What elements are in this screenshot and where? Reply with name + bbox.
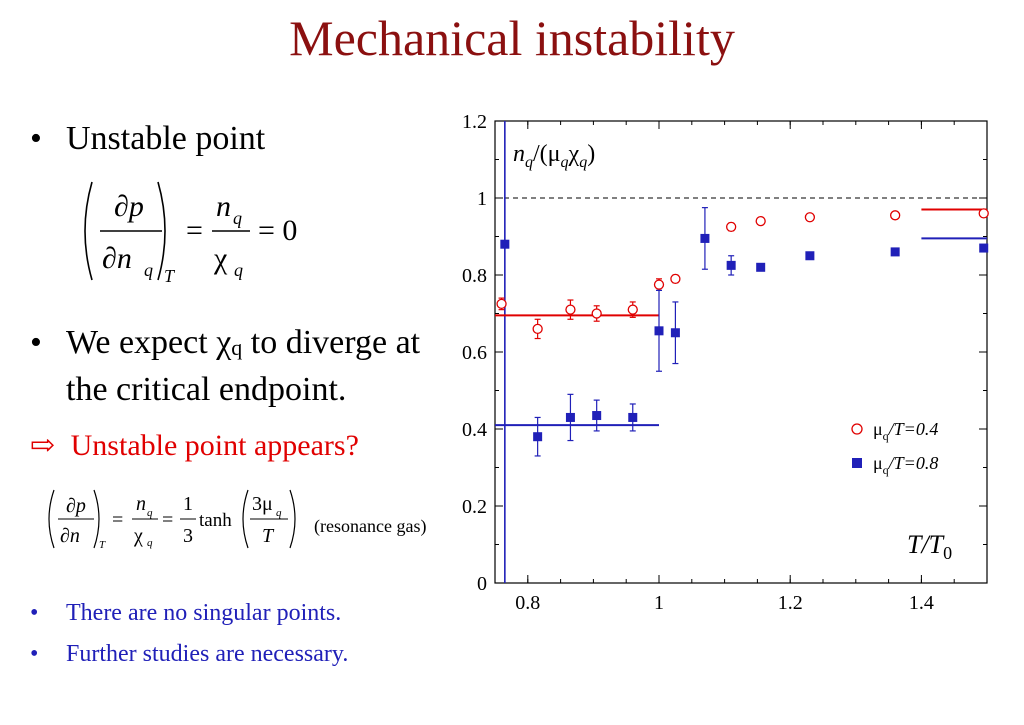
formula2-third-num: 1 [183, 493, 193, 515]
formula2-tanh: tanh [199, 510, 232, 531]
legend-label: μq/T=0.8 [873, 453, 938, 477]
expect-line2: the critical endpoint. [66, 371, 347, 408]
data-point-square [670, 328, 680, 338]
further-text: Further studies are necessary. [66, 641, 349, 667]
data-point-circle [978, 208, 989, 219]
formula-resonance-gas: ∂p ∂n T = n q χ q = 1 3 tanh 3μ q T [48, 489, 296, 551]
bullet-dot: • [30, 324, 42, 361]
no-singular-text: There are no singular points. [66, 600, 342, 626]
formula2-equals: = [112, 509, 123, 531]
expect-post: to diverge at [242, 324, 421, 361]
formula2-f1-den-sub: q [147, 537, 153, 549]
legend-label: μq/T=0.4 [873, 419, 938, 443]
legend-marker-circle [851, 423, 863, 435]
formula1-rhs-numerator-sub: q [233, 208, 242, 228]
formula2-arg-den: T [262, 525, 275, 547]
formula1-equals: = [186, 214, 203, 247]
expect-q: q [231, 335, 243, 360]
left-paren [48, 489, 55, 549]
expect-pre: We expect [66, 324, 217, 361]
data-point-circle [670, 273, 681, 285]
formula1-denominator-sub: q [144, 260, 153, 280]
bullet-dot: • [30, 600, 39, 626]
formula2-f1-den: χ [133, 525, 143, 547]
formula-unstable-point: ∂p ∂n q T = n q χ q = 0 [84, 181, 297, 286]
data-point-circle [565, 304, 576, 315]
data-point-circle [653, 279, 665, 290]
data-point-square [654, 326, 664, 336]
bullet-dot: • [30, 120, 42, 157]
y-tick-label: 1 [477, 188, 487, 210]
x-tick-label: 1 [654, 592, 664, 614]
x-axis-label: T/T0 [907, 530, 952, 563]
formula1-rhs-denominator-sub: q [234, 260, 243, 280]
formula2-f1-num: n [136, 493, 146, 515]
data-point-circle [496, 298, 507, 310]
data-point-circle [627, 304, 638, 315]
formula2-numerator: ∂p [66, 495, 86, 517]
formula2-arg-num-sub: q [276, 507, 282, 519]
formula1-rhs-denominator: χ [213, 242, 228, 275]
bullet-unstable-point: • Unstable point [30, 118, 265, 160]
data-point-square [628, 412, 638, 422]
arrow-icon: ⇨ [30, 429, 56, 462]
formula1-numerator: ∂p [114, 190, 144, 223]
y-tick-label: 1.2 [462, 111, 487, 133]
formula1-denominator: ∂n [102, 242, 132, 275]
data-point-circle [726, 221, 737, 233]
bullet-no-singular: • There are no singular points. [30, 598, 341, 628]
formula2-arg-num: 3μ [252, 493, 273, 515]
x-tick-label: 1.2 [778, 592, 803, 614]
formula2-outer-sub: T [99, 539, 106, 551]
data-point-square [756, 262, 766, 272]
slide-title: Mechanical instability [289, 10, 735, 66]
x-tick-label: 0.8 [515, 592, 540, 614]
data-point-square [700, 233, 710, 243]
bullet-dot: • [30, 641, 39, 667]
data-point-circle [532, 323, 543, 335]
y-tick-label: 0.6 [462, 342, 487, 364]
bullet-unstable-point-text: Unstable point [66, 120, 266, 157]
data-point-square [726, 260, 736, 270]
formula1-tail: = 0 [258, 214, 297, 247]
data-point-square [805, 251, 815, 261]
y-tick-label: 0.2 [462, 496, 487, 518]
formula2-third-den: 3 [183, 525, 193, 547]
right-paren [157, 181, 166, 281]
data-point-square [565, 412, 575, 422]
formula1-rhs-numerator: n [216, 190, 231, 223]
data-point-square [979, 243, 989, 253]
bullet-further: • Further studies are necessary. [30, 639, 348, 669]
data-point-circle [890, 210, 901, 221]
formula2-equals-2: = [162, 509, 173, 531]
data-point-circle [591, 308, 602, 319]
data-point-square [533, 432, 543, 442]
tanh-left-paren [242, 489, 249, 549]
bullet-expect: • We expect χq to diverge at the critical… [30, 322, 470, 411]
formula2-f1-num-sub: q [147, 507, 153, 519]
appears-text: Unstable point appears? [70, 429, 359, 462]
legend-marker-square [852, 458, 862, 468]
plot-frame [494, 120, 988, 584]
data-point-square [500, 239, 510, 249]
left-paren [84, 181, 93, 281]
expect-chi: χ [216, 324, 232, 361]
data-point-square [592, 411, 602, 421]
resonance-gas-note: (resonance gas) [314, 516, 427, 536]
ratio-chart: 0 0.2 0.4 0.6 0.8 1 1.2 0.8 1 1.2 1.4 nq/(μqχq) T/T0… [462, 111, 989, 614]
y-tick-label: 0 [477, 573, 487, 595]
appears-line: ⇨ Unstable point appears? [30, 428, 359, 464]
y-tick-label: 0.8 [462, 265, 487, 287]
x-tick-label: 1.4 [909, 592, 934, 614]
data-point-square [890, 247, 900, 257]
tanh-right-paren [289, 489, 296, 549]
right-paren [93, 489, 100, 549]
formula1-outer-sub: T [164, 266, 176, 286]
formula2-denominator: ∂n [60, 525, 80, 547]
y-axis-label: nq/(μqχq) [513, 141, 595, 171]
y-tick-label: 0.4 [462, 419, 487, 441]
data-point-circle [804, 212, 816, 223]
data-point-circle [755, 215, 766, 227]
